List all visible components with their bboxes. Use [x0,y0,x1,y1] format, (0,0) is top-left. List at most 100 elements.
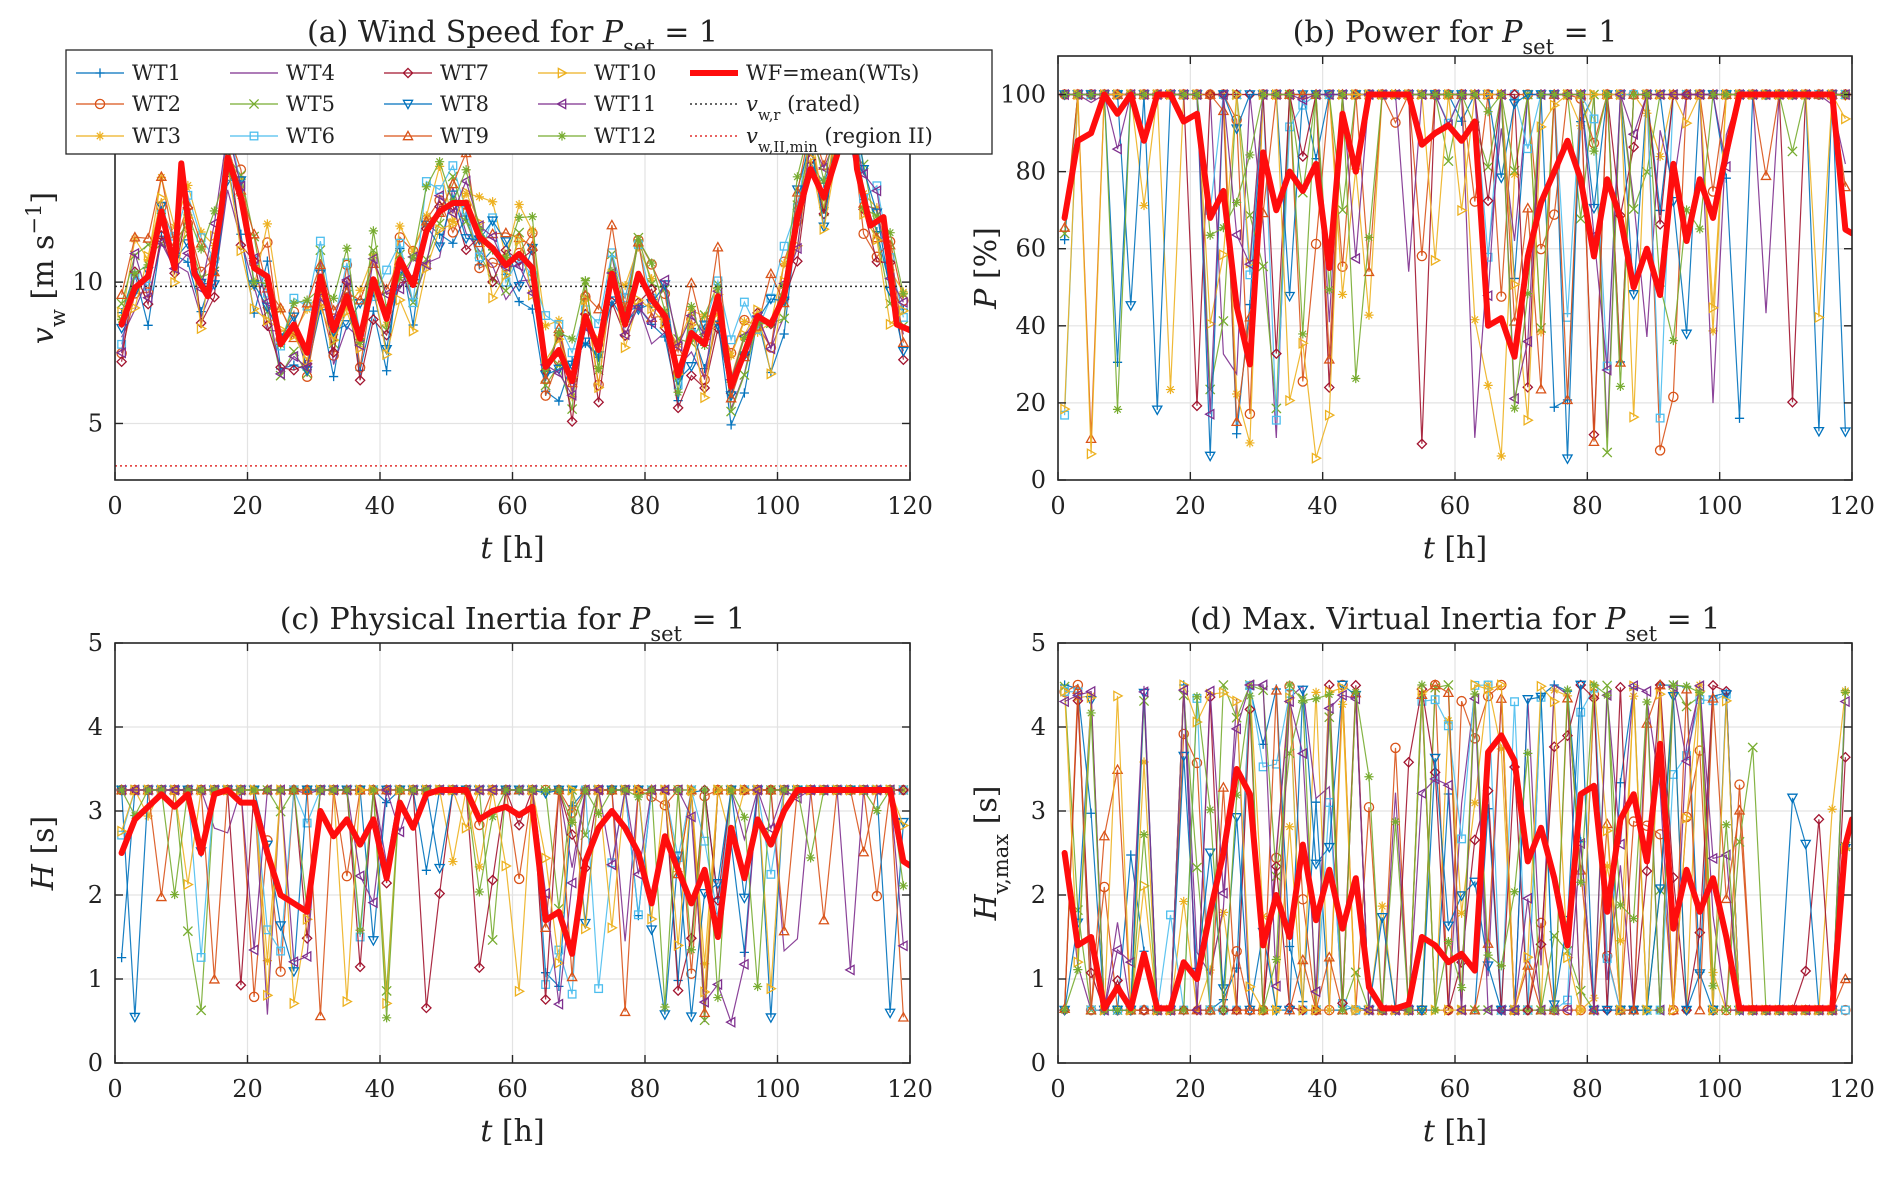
wf-mean-point [1194,111,1200,117]
chart-title: (d) Max. Virtual Inertia for Pset = 1 [1190,602,1721,646]
wf-mean-point [715,294,721,299]
x-tick-label: 20 [232,1075,263,1103]
wf-mean-point [1313,918,1319,923]
wf-mean-point [1300,842,1306,847]
wf-mean-point [1247,792,1253,797]
wf-mean-point [848,787,853,793]
wf-mean-line [118,95,910,390]
x-tick-label: 20 [1175,492,1206,520]
wf-mean-point [689,901,694,906]
wf-mean-point [1591,783,1597,788]
series-wf-mean [1061,732,1852,1012]
wf-mean-point [821,787,827,793]
wf-mean-point [1432,130,1438,136]
wf-mean-point [1472,968,1478,973]
wf-mean-point [1565,943,1570,948]
wf-mean-point [1432,943,1438,948]
legend-label: WT12 [594,124,656,148]
wf-mean-point [1671,926,1676,931]
wf-mean-point [569,378,575,384]
series-wf-mean [118,95,910,390]
wf-mean-point [1274,892,1279,898]
wf-mean-point [636,271,641,276]
wf-mean-point [649,296,654,302]
wf-mean-point [1485,750,1491,755]
x-tick-label: 60 [497,1075,528,1103]
wf-mean-point [715,934,721,940]
y-tick-label: 3 [88,797,103,825]
legend: WT1 WT4 WT7 WT10 WF=mean(WTs) WT2 WT5 WT8 WT11 vw… [65,49,993,156]
wf-mean-point [1578,177,1583,182]
turbine-trace-9 [121,95,904,399]
series-wf-mean [118,787,910,957]
wf-mean-point [1300,188,1306,194]
wf-mean-point [145,274,151,279]
wf-mean-point [662,313,668,319]
y-tick-label: 5 [88,629,103,657]
wf-mean-point [1194,976,1200,982]
wf-mean-point [1631,792,1636,797]
wf-mean-point [318,274,323,279]
wf-mean-point [1221,850,1226,856]
wf-mean-point [1829,92,1835,97]
wf-mean-point [304,909,310,914]
legend-label: WT3 [132,124,181,148]
wf-mean-point [596,347,601,353]
wf-mean-point [868,223,873,228]
wf-mean-point [795,787,800,793]
wf-mean-point [477,817,482,822]
legend-entry: WT8 [384,92,489,116]
wf-mean-point [132,285,138,290]
y-tick-label: 40 [1015,312,1046,340]
x-tick-label: 0 [1050,492,1065,520]
wf-mean-point [1141,951,1147,956]
x-tick-label: 80 [1572,492,1603,520]
wf-mean-point [808,787,813,793]
wf-mean-point [1062,215,1067,221]
wf-mean-point [1618,817,1623,822]
wf-mean-point [742,876,747,881]
wf-mean-point [1763,92,1769,97]
wf-mean-point [1446,123,1451,128]
wf-mean-point [1697,177,1703,182]
wf-mean-point [1578,792,1583,797]
wf-mean-point [1777,92,1782,97]
legend-entry: WT7 [384,61,489,85]
legend-label: WT9 [440,124,489,148]
wf-mean-point [1102,1006,1107,1011]
wf-mean-point [437,209,442,214]
wf-mean-point [159,209,164,214]
wf-mean-point [331,834,336,839]
wf-mean-point [1512,354,1517,359]
wf-mean-point [1340,111,1345,117]
wf-mean-point [1552,876,1557,881]
wf-mean-point [503,262,509,268]
wf-mean-point [397,800,403,805]
wf-mean-point [1287,934,1292,940]
wf-mean-point [894,322,899,327]
wf-mean-point [1618,215,1623,221]
wf-mean-point [225,155,230,160]
x-tick-label: 0 [1050,1075,1065,1103]
wf-mean-point [1750,1006,1755,1011]
wf-mean-point [755,313,760,319]
wf-mean-point [1393,1006,1398,1011]
wf-mean-point [1155,92,1160,97]
wf-mean-point [1710,876,1716,881]
wf-mean-point [477,234,482,240]
wf-mean-point [384,876,389,881]
y-tick-label: 1 [1031,965,1046,993]
wf-mean-point [1207,215,1213,221]
y-tick-label: 10 [72,268,103,296]
chart-title: (b) Power for Pset = 1 [1293,15,1618,59]
wf-mean-point [1816,92,1822,97]
wf-mean-point [1406,92,1411,97]
wf-mean-point [1737,92,1742,97]
wf-mean-point [304,350,310,355]
wf-mean-point [569,951,575,956]
wf-mean-point [1380,92,1385,97]
wf-mean-point [450,200,456,206]
wf-mean-point [490,246,495,251]
wf-mean-point [1472,119,1478,124]
wf-mean-point [185,792,191,797]
